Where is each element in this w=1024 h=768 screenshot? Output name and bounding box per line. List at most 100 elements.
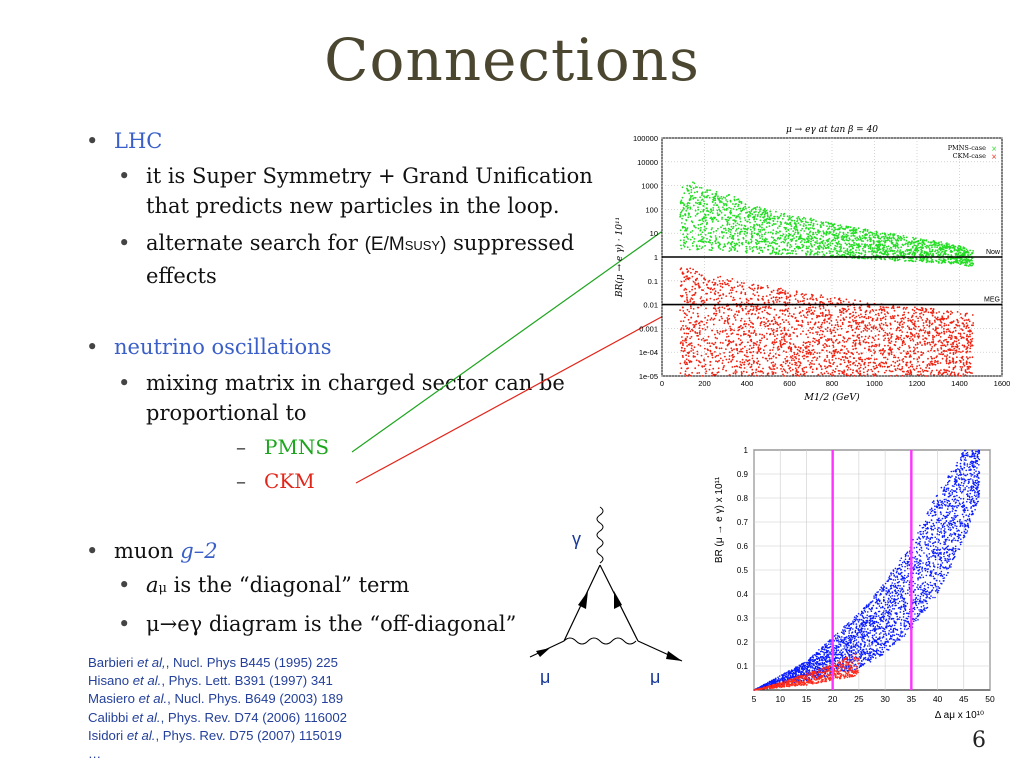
data-point bbox=[743, 354, 746, 357]
data-point bbox=[944, 250, 946, 253]
data-point bbox=[915, 258, 918, 260]
data-point bbox=[832, 369, 835, 372]
data-point bbox=[772, 229, 775, 231]
data-point bbox=[851, 319, 854, 321]
data-point bbox=[801, 293, 804, 295]
data-point bbox=[684, 363, 687, 366]
data-point bbox=[680, 367, 683, 370]
data-point bbox=[969, 356, 971, 359]
data-point bbox=[870, 368, 873, 371]
data-point bbox=[870, 257, 873, 260]
data-point bbox=[893, 309, 896, 312]
data-point bbox=[684, 287, 687, 290]
data-point bbox=[762, 356, 764, 359]
data-point bbox=[904, 343, 906, 346]
data-point bbox=[897, 236, 900, 239]
data-point bbox=[866, 324, 869, 327]
data-point bbox=[890, 247, 893, 249]
data-point bbox=[899, 249, 902, 252]
y-tick-label: 0.3 bbox=[737, 614, 749, 623]
data-point bbox=[707, 314, 710, 317]
data-point bbox=[711, 354, 714, 357]
data-point bbox=[870, 326, 873, 329]
data-point bbox=[770, 307, 772, 309]
data-point bbox=[947, 246, 949, 248]
data-point bbox=[746, 249, 748, 252]
data-point bbox=[923, 331, 926, 334]
data-point bbox=[790, 356, 792, 359]
data-point bbox=[785, 332, 787, 335]
data-point bbox=[836, 236, 839, 239]
data-point bbox=[727, 322, 730, 325]
data-point bbox=[787, 321, 790, 323]
data-point bbox=[725, 369, 727, 372]
data-point bbox=[915, 367, 918, 370]
data-point bbox=[826, 345, 828, 348]
data-point bbox=[897, 336, 900, 339]
data-point bbox=[916, 374, 919, 376]
data-point bbox=[877, 240, 880, 243]
data-point bbox=[783, 375, 786, 377]
data-point bbox=[718, 333, 721, 335]
data-point bbox=[940, 247, 942, 250]
data-point bbox=[948, 356, 951, 358]
data-point bbox=[933, 319, 936, 322]
data-point bbox=[720, 211, 723, 214]
data-point bbox=[955, 351, 958, 353]
data-point bbox=[901, 344, 904, 347]
data-point bbox=[740, 301, 743, 304]
data-point bbox=[686, 299, 689, 302]
data-point bbox=[757, 366, 760, 369]
data-point bbox=[759, 324, 762, 327]
data-point bbox=[884, 313, 886, 315]
data-point bbox=[851, 315, 854, 318]
photon-line bbox=[596, 506, 604, 564]
data-point bbox=[687, 343, 690, 346]
data-point bbox=[775, 356, 777, 359]
data-point bbox=[916, 365, 918, 367]
data-point bbox=[820, 221, 823, 223]
data-point bbox=[780, 333, 782, 336]
data-point bbox=[696, 271, 698, 273]
data-point bbox=[728, 217, 731, 220]
data-point bbox=[896, 335, 898, 337]
data-point bbox=[896, 314, 899, 317]
data-point bbox=[773, 318, 776, 321]
data-point bbox=[969, 341, 972, 344]
data-point bbox=[712, 230, 715, 233]
data-point bbox=[803, 241, 806, 244]
data-point bbox=[721, 306, 724, 309]
data-point bbox=[740, 371, 743, 373]
data-point bbox=[747, 355, 749, 358]
data-point bbox=[961, 344, 964, 347]
data-point bbox=[969, 347, 972, 350]
data-point bbox=[793, 353, 796, 356]
data-point bbox=[685, 374, 688, 377]
data-point bbox=[855, 327, 858, 330]
data-point bbox=[704, 196, 706, 199]
data-point bbox=[936, 246, 938, 249]
data-point bbox=[967, 344, 970, 347]
data-point bbox=[810, 313, 813, 315]
data-point bbox=[687, 332, 690, 335]
data-point bbox=[683, 208, 685, 210]
data-point bbox=[752, 350, 755, 353]
data-point bbox=[756, 291, 759, 294]
data-point bbox=[837, 250, 839, 253]
data-point bbox=[711, 372, 713, 375]
data-point bbox=[707, 232, 710, 234]
data-point bbox=[801, 309, 804, 312]
data-point bbox=[897, 356, 900, 359]
data-point bbox=[779, 225, 781, 228]
data-point bbox=[878, 237, 880, 240]
data-point bbox=[952, 257, 954, 260]
data-point bbox=[728, 374, 731, 376]
data-point bbox=[752, 283, 755, 286]
data-point bbox=[851, 250, 854, 253]
data-point bbox=[864, 347, 866, 350]
data-point bbox=[774, 242, 776, 244]
data-point bbox=[864, 329, 867, 331]
data-point bbox=[957, 251, 960, 253]
data-point bbox=[680, 199, 683, 202]
data-point bbox=[767, 320, 769, 323]
